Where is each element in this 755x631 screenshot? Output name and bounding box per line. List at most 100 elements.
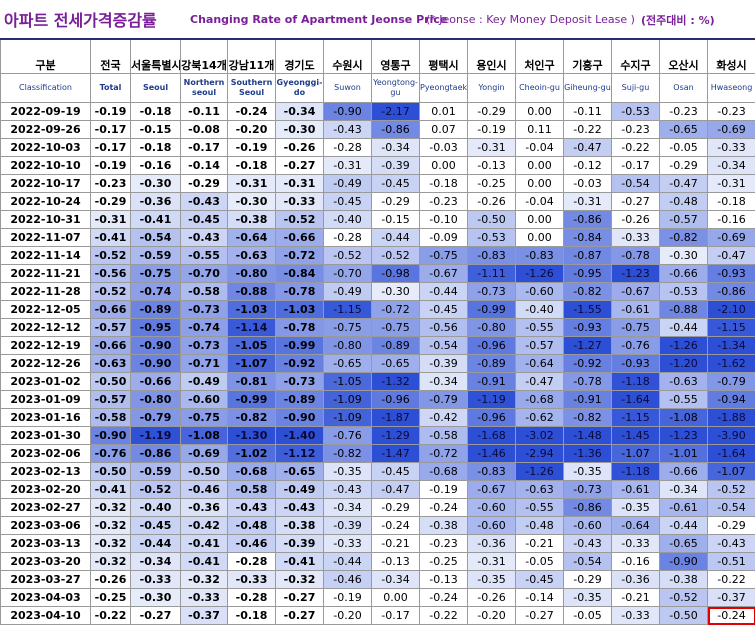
- table-row: 2022-10-24 -0.29 -0.36 -0.43 -0.30 -0.33 -0.45…: [0, 192, 755, 211]
- table-cell: 0.11: [515, 120, 564, 139]
- table-cell: -0.33: [611, 534, 660, 553]
- table-cell: -0.55: [659, 390, 708, 409]
- table-cell: -0.40: [515, 300, 564, 319]
- table-cell: -0.66: [659, 264, 708, 283]
- table-cell: -0.50: [90, 372, 131, 391]
- column-header-ko: 오산시: [659, 38, 708, 74]
- table-cell: -0.48: [227, 516, 276, 535]
- table-cell: -0.30: [659, 246, 708, 265]
- table-cell: -1.34: [707, 336, 755, 355]
- table-cell: -0.53: [659, 282, 708, 301]
- table-cell: -0.47: [707, 246, 755, 265]
- table-cell: -0.35: [563, 462, 612, 481]
- table-cell: -0.23: [707, 102, 755, 121]
- table-cell: 0.00: [515, 174, 564, 193]
- table-cell: -0.24: [371, 516, 420, 535]
- table-cell: -0.70: [323, 264, 372, 283]
- table-row: 2023-03-13 -0.32 -0.44 -0.41 -0.46 -0.39 -0.33…: [0, 534, 755, 553]
- table-cell: 0.00: [515, 228, 564, 247]
- table-cell: -0.42: [419, 408, 468, 427]
- table-row: 2023-01-02 -0.50 -0.66 -0.49 -0.81 -0.73 -1.05…: [0, 372, 755, 391]
- table-cell: -0.30: [227, 192, 276, 211]
- table-cell: -0.93: [707, 264, 755, 283]
- table-cell: -0.35: [563, 588, 612, 607]
- table-cell: -1.02: [227, 444, 276, 463]
- table-cell: -0.50: [467, 210, 516, 229]
- table-cell: -0.18: [419, 174, 468, 193]
- table-cell: -0.90: [323, 102, 372, 121]
- table-cell: -0.28: [227, 588, 276, 607]
- table-cell: -0.99: [275, 336, 324, 355]
- table-cell: -0.45: [371, 462, 420, 481]
- table-cell: -0.66: [90, 336, 131, 355]
- table-cell: -0.45: [371, 174, 420, 193]
- table-cell: -0.41: [90, 480, 131, 499]
- table-cell: -0.52: [90, 282, 131, 301]
- column-header-en: Yongin: [467, 73, 516, 103]
- row-date: 2023-03-27: [0, 570, 91, 589]
- table-cell: -0.34: [659, 480, 708, 499]
- table-cell: -0.32: [90, 498, 131, 517]
- table-cell: -0.27: [611, 192, 660, 211]
- table-cell: -0.44: [371, 228, 420, 247]
- table-cell: -0.45: [419, 300, 468, 319]
- table-cell: -0.90: [275, 408, 324, 427]
- table-cell: -1.30: [227, 426, 276, 445]
- table-cell: -0.43: [275, 498, 324, 517]
- table-cell: -0.86: [130, 444, 181, 463]
- table-cell: -0.31: [563, 192, 612, 211]
- table-cell: -0.50: [180, 462, 228, 481]
- table-cell: -1.11: [467, 264, 516, 283]
- column-header-en: Gyeonggi-do: [275, 73, 324, 103]
- table-cell: -0.05: [515, 552, 564, 571]
- table-row: 2023-02-27 -0.32 -0.40 -0.36 -0.43 -0.43 -0.34…: [0, 498, 755, 517]
- table-body: 2022-09-19 -0.19 -0.18 -0.11 -0.24 -0.34 -0.90…: [0, 102, 755, 625]
- table-cell: -0.50: [659, 606, 708, 625]
- table-cell: -0.33: [130, 570, 181, 589]
- table-cell: -0.47: [515, 372, 564, 391]
- table-cell: -0.84: [563, 228, 612, 247]
- table-cell: -0.24: [707, 606, 755, 625]
- table-cell: -0.76: [90, 444, 131, 463]
- table-cell: -0.41: [180, 534, 228, 553]
- table-cell: -0.10: [419, 210, 468, 229]
- table-cell: -0.05: [659, 138, 708, 157]
- table-cell: -0.82: [323, 444, 372, 463]
- table-cell: -0.29: [659, 156, 708, 175]
- table-cell: -0.24: [419, 498, 468, 517]
- table-cell: -0.52: [275, 210, 324, 229]
- table-cell: -0.83: [467, 462, 516, 481]
- table-cell: -0.67: [419, 264, 468, 283]
- title-unit: (전주대비 : %): [641, 14, 715, 27]
- table-cell: -0.14: [515, 588, 564, 607]
- table-cell: -0.90: [90, 426, 131, 445]
- table-cell: -0.59: [130, 246, 181, 265]
- table-cell: -0.78: [611, 246, 660, 265]
- table-cell: -0.69: [707, 228, 755, 247]
- table-cell: -1.62: [707, 354, 755, 373]
- table-cell: -0.75: [180, 408, 228, 427]
- table-cell: -0.88: [227, 282, 276, 301]
- header-row-english: Classification Total Seoul Northern seoul So…: [0, 73, 755, 103]
- column-header-ko: 전국: [90, 38, 131, 74]
- table-cell: -0.60: [563, 516, 612, 535]
- table-cell: -0.37: [707, 588, 755, 607]
- table-cell: -0.36: [130, 192, 181, 211]
- table-cell: -1.07: [611, 444, 660, 463]
- table-cell: -0.32: [180, 570, 228, 589]
- table-cell: -0.68: [227, 462, 276, 481]
- table-cell: -0.31: [467, 552, 516, 571]
- table-cell: -0.55: [515, 318, 564, 337]
- table-cell: -0.17: [90, 120, 131, 139]
- table-cell: -0.18: [707, 192, 755, 211]
- table-cell: 0.00: [419, 156, 468, 175]
- table-cell: -0.96: [467, 408, 516, 427]
- table-cell: -0.43: [323, 480, 372, 499]
- table-cell: -0.38: [275, 516, 324, 535]
- table-cell: -0.38: [659, 570, 708, 589]
- table-cell: -1.47: [371, 444, 420, 463]
- table-cell: -0.44: [130, 534, 181, 553]
- table-cell: -0.39: [323, 516, 372, 535]
- table-cell: -1.64: [707, 444, 755, 463]
- table-cell: -2.94: [515, 444, 564, 463]
